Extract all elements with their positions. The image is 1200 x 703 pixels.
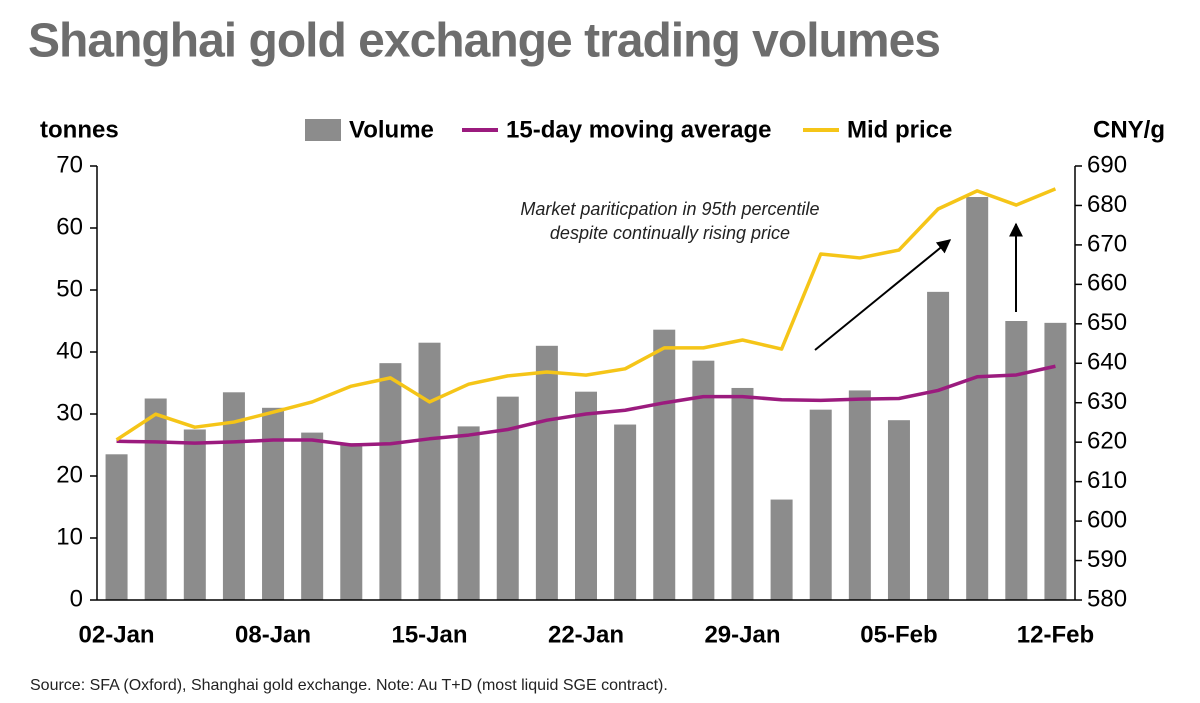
legend-label: Volume xyxy=(349,116,434,143)
y2-tick-label: 630 xyxy=(1087,388,1127,415)
y-tick-label: 50 xyxy=(56,275,83,302)
bar xyxy=(927,291,950,600)
y-tick-label: 20 xyxy=(56,461,83,488)
y2-tick-label: 650 xyxy=(1087,309,1127,336)
y2-tick-label: 660 xyxy=(1087,270,1127,297)
legend-label: 15-day moving average xyxy=(506,116,771,143)
bar xyxy=(692,360,715,600)
y-tick-label: 60 xyxy=(56,213,83,240)
bar xyxy=(105,454,128,600)
y-tick-label: 10 xyxy=(56,523,83,550)
bar xyxy=(848,390,871,600)
y2-tick-label: 620 xyxy=(1087,428,1127,455)
bar xyxy=(262,407,285,600)
bar xyxy=(575,391,597,600)
x-tick-label: 29-Jan xyxy=(704,621,780,648)
annotation-arrow xyxy=(814,239,952,351)
bar xyxy=(966,197,989,600)
bar xyxy=(379,363,402,600)
bar xyxy=(183,429,206,600)
legend-swatch xyxy=(305,119,341,141)
line xyxy=(116,364,1056,447)
y2-tick-label: 590 xyxy=(1087,546,1127,573)
bar xyxy=(340,443,363,600)
bar xyxy=(222,392,245,600)
y2-axis-label: CNY/g xyxy=(1093,116,1165,143)
x-tick-label: 05-Feb xyxy=(860,621,937,648)
y-tick-label: 70 xyxy=(56,151,83,178)
y-tick-label: 40 xyxy=(56,337,83,364)
bar xyxy=(457,426,480,600)
x-tick-label: 08-Jan xyxy=(235,621,311,648)
source-note: Source: SFA (Oxford), Shanghai gold exch… xyxy=(30,677,668,694)
bar xyxy=(144,398,167,600)
y2-tick-label: 640 xyxy=(1087,349,1127,376)
y-axis-label: tonnes xyxy=(40,116,119,143)
bar xyxy=(731,387,754,600)
bar xyxy=(301,432,324,600)
bar xyxy=(614,424,637,600)
bar xyxy=(653,329,676,600)
bar xyxy=(496,396,519,600)
x-tick-label: 22-Jan xyxy=(548,621,624,648)
x-tick-label: 02-Jan xyxy=(79,621,155,648)
annotation: Market pariticpation in 95th percentile xyxy=(520,199,819,219)
bar xyxy=(535,345,558,600)
bar xyxy=(770,499,793,600)
y2-tick-label: 610 xyxy=(1087,467,1127,494)
x-tick-label: 15-Jan xyxy=(391,621,467,648)
y2-tick-label: 690 xyxy=(1087,151,1127,178)
chart-title: Shanghai gold exchange trading volumes xyxy=(28,15,940,68)
bar xyxy=(1005,321,1028,600)
y-tick-label: 0 xyxy=(70,585,83,612)
y2-tick-label: 600 xyxy=(1087,506,1127,533)
bar xyxy=(809,409,832,600)
bar xyxy=(887,420,910,600)
bar xyxy=(418,342,441,600)
x-tick-label: 12-Feb xyxy=(1017,621,1094,648)
annotation: despite continually rising price xyxy=(550,223,790,243)
y2-tick-label: 580 xyxy=(1087,585,1127,612)
legend-label: Mid price xyxy=(847,116,952,143)
y-tick-label: 30 xyxy=(56,399,83,426)
y2-tick-label: 680 xyxy=(1087,191,1127,218)
bar xyxy=(1044,322,1067,600)
y2-tick-label: 670 xyxy=(1087,230,1127,257)
line xyxy=(115,187,1057,442)
